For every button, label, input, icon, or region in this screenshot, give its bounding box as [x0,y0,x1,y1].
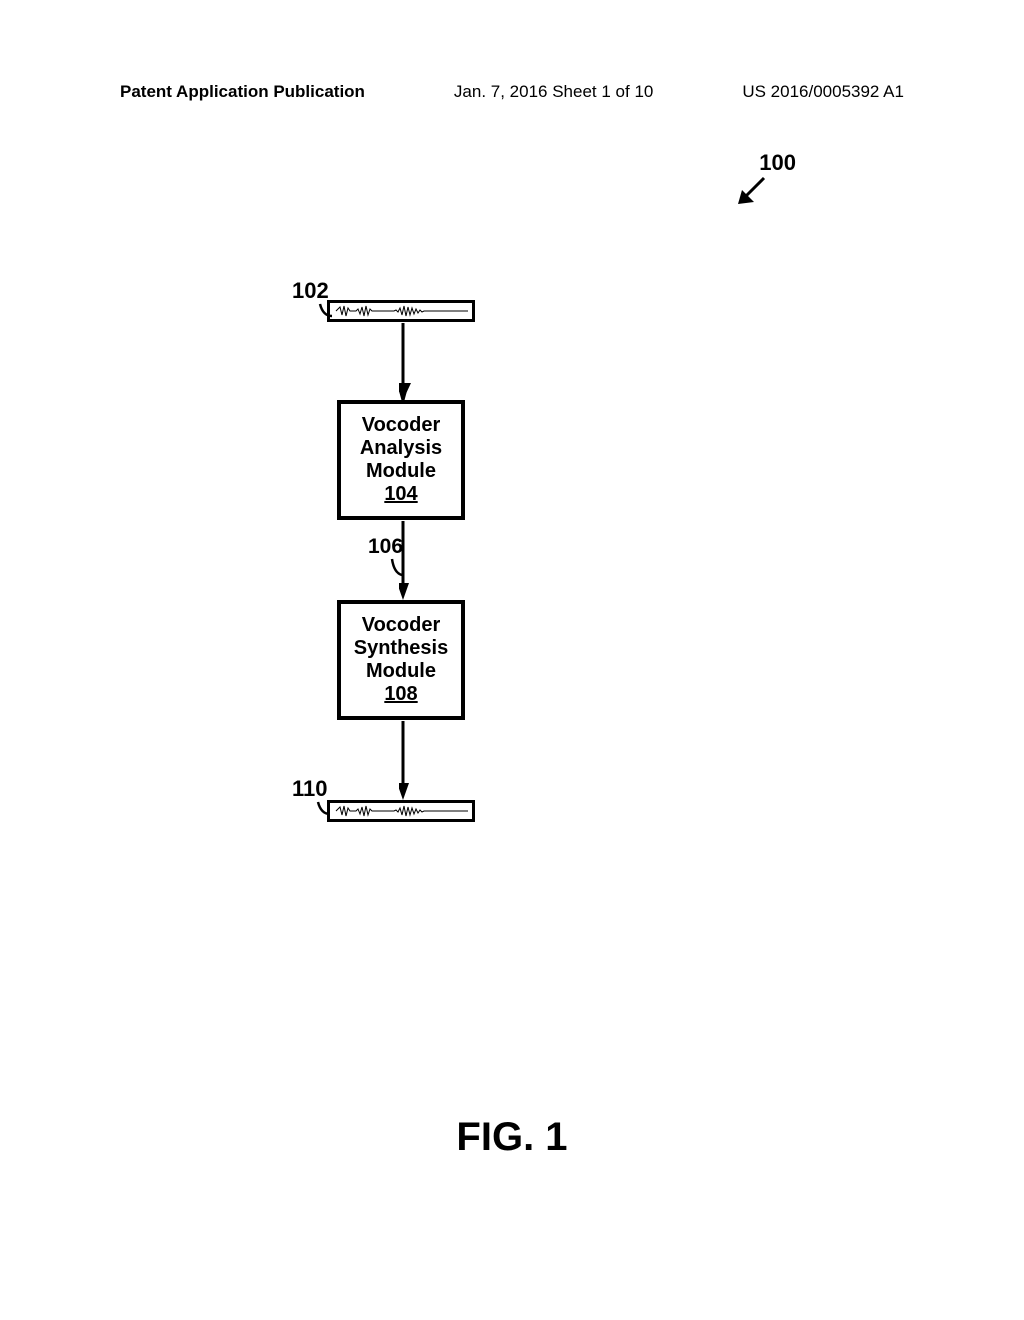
header-center: Jan. 7, 2016 Sheet 1 of 10 [454,82,653,102]
ref-label-106: 106 [368,535,403,559]
header-right: US 2016/0005392 A1 [742,82,904,102]
ref-label-102: 102 [292,278,329,304]
figure-container: 100 102 Vocoder Analysis Module 104 106 [0,140,1024,1320]
vocoder-synthesis-module-box: Vocoder Synthesis Module 108 [337,600,465,720]
module-104-line2: Analysis [345,437,457,460]
waveform-output-box [327,800,475,822]
waveform-input-icon [334,303,468,319]
module-108-line2: Synthesis [345,637,457,660]
header-left: Patent Application Publication [120,82,365,102]
module-108-line1: Vocoder [345,614,457,637]
arrow-100-icon [736,176,768,208]
ref-label-110: 110 [292,776,328,802]
arrow-down-3-icon [399,721,415,800]
module-104-line3: Module [345,460,457,483]
vocoder-analysis-module-box: Vocoder Analysis Module 104 [337,400,465,520]
waveform-output-icon [334,803,468,819]
waveform-input-box [327,300,475,322]
page-header: Patent Application Publication Jan. 7, 2… [0,82,1024,102]
module-104-num: 104 [345,483,457,506]
module-108-num: 108 [345,683,457,706]
module-108-line3: Module [345,660,457,683]
arrow-down-2-icon [399,521,415,600]
figure-label: FIG. 1 [0,1115,1024,1160]
arrow-down-1-icon [399,323,415,400]
module-104-line1: Vocoder [345,414,457,437]
ref-label-100: 100 [759,150,796,176]
